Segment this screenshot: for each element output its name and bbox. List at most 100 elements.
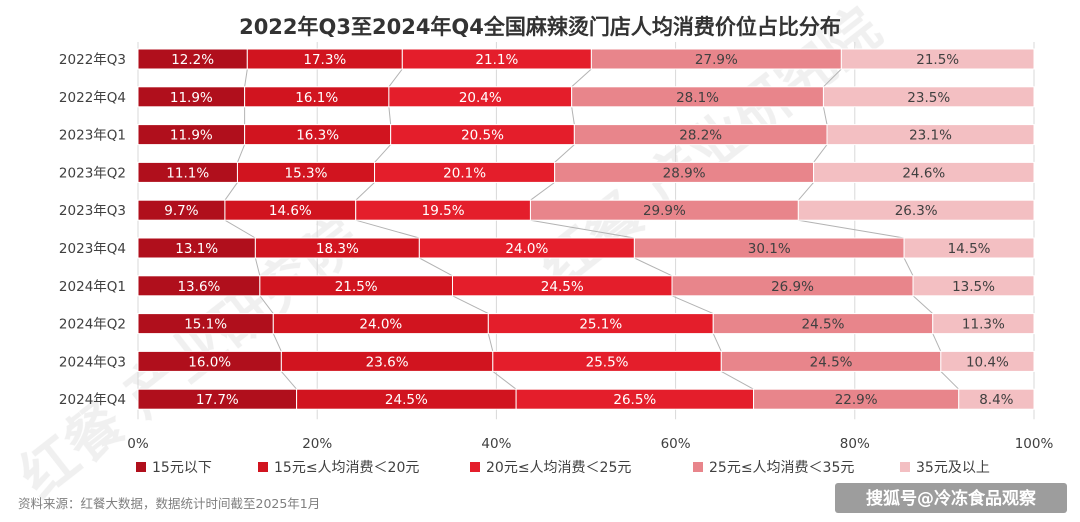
data-label: 18.3% — [316, 241, 359, 257]
bar-connector-lines — [224, 68, 960, 390]
data-label: 26.5% — [613, 392, 656, 408]
y-axis-category-labels: 2022年Q3 2022年Q4 2023年Q1 2023年Q2 2023年Q3 2023年… — [59, 52, 126, 408]
data-label: 24.0% — [505, 241, 548, 257]
connector-line — [419, 257, 453, 277]
data-label: 21.1% — [475, 52, 518, 68]
category-label: 2023年Q2 — [59, 165, 126, 181]
connector-line — [554, 144, 575, 163]
data-label: 25.1% — [579, 317, 622, 333]
connector-line — [822, 106, 828, 125]
connector-line — [797, 182, 814, 201]
data-label: 13.1% — [175, 241, 218, 257]
data-label: 14.5% — [948, 241, 991, 257]
data-label: 13.5% — [952, 279, 995, 295]
bar-segment — [903, 237, 1035, 259]
data-label: 20.5% — [461, 128, 504, 144]
legend-label: 35元及以上 — [916, 460, 990, 476]
bar-segments — [137, 48, 1035, 410]
data-label: 25.5% — [586, 354, 629, 370]
data-label: 28.1% — [676, 90, 719, 106]
data-label: 15.1% — [184, 317, 227, 333]
data-label: 24.5% — [810, 354, 853, 370]
connector-line — [571, 106, 575, 125]
connector-line — [259, 295, 274, 314]
data-label: 24.6% — [902, 165, 945, 181]
source-note: 资料来源：红餐大数据，数据统计时间截至2025年1月 — [18, 496, 320, 511]
category-label: 2022年Q3 — [59, 52, 126, 68]
connector-line — [452, 295, 489, 315]
connector-line — [912, 295, 934, 314]
bar-segment — [813, 161, 1035, 183]
data-label: 28.2% — [679, 128, 722, 144]
data-label: 21.5% — [335, 279, 378, 295]
legend-label: 25元≤人均消费＜35元 — [709, 460, 854, 476]
category-label: 2024年Q3 — [59, 354, 126, 370]
connector-line — [813, 144, 828, 163]
data-label: 21.5% — [916, 52, 959, 68]
data-label: 13.6% — [177, 279, 220, 295]
connector-line — [492, 371, 517, 390]
connector-line — [530, 181, 555, 201]
legend-swatch — [470, 462, 480, 472]
legend-swatch — [693, 462, 703, 472]
data-label: 12.2% — [171, 52, 214, 68]
data-label: 11.1% — [166, 165, 209, 181]
connector-line — [244, 68, 248, 87]
data-label: 19.5% — [422, 203, 465, 219]
data-label: 11.3% — [962, 317, 1005, 333]
category-label: 2024年Q2 — [59, 317, 126, 333]
bar-segment — [826, 124, 1035, 146]
legend-label: 15元≤人均消费＜20元 — [274, 460, 419, 476]
bar-segment — [932, 313, 1035, 335]
connector-line — [388, 106, 392, 125]
data-label: 24.5% — [541, 279, 584, 295]
data-label: 16.3% — [296, 128, 339, 144]
connector-line — [823, 68, 842, 88]
connector-line — [388, 68, 403, 88]
category-label: 2023年Q3 — [59, 203, 126, 219]
data-label: 30.1% — [748, 241, 791, 257]
x-tick-label: 20% — [302, 436, 332, 452]
connector-line — [487, 333, 494, 352]
data-label: 17.3% — [303, 52, 346, 68]
data-label: 10.4% — [966, 354, 1009, 370]
x-axis-tick-labels: 0% 20% 40% 60% 80% 100% — [127, 436, 1053, 452]
data-label: 17.7% — [196, 392, 239, 408]
data-label: 24.5% — [385, 392, 428, 408]
connector-line — [671, 295, 714, 315]
connector-line — [530, 219, 635, 239]
bar-segment — [912, 275, 1035, 297]
connector-line — [236, 144, 246, 163]
data-label: 28.9% — [663, 165, 706, 181]
connector-line — [932, 333, 942, 352]
category-label: 2023年Q1 — [59, 128, 126, 144]
connector-line — [355, 182, 375, 201]
x-tick-label: 100% — [1015, 436, 1054, 452]
data-label: 20.1% — [443, 165, 486, 181]
data-label: 8.4% — [979, 392, 1013, 408]
connector-line — [903, 257, 914, 277]
x-tick-label: 80% — [840, 436, 870, 452]
data-label: 22.9% — [835, 392, 878, 408]
connector-line — [280, 371, 297, 390]
legend: 15元以下 15元≤人均消费＜20元 20元≤人均消费＜25元 25元≤人均消费＜35… — [136, 460, 990, 476]
data-label: 24.5% — [802, 317, 845, 333]
chart-title: 2022年Q3至2024年Q4全国麻辣烫门店人均消费价位占比分布 — [239, 15, 841, 39]
data-label: 26.3% — [895, 203, 938, 219]
legend-swatch — [136, 462, 146, 472]
data-label: 14.6% — [269, 203, 312, 219]
bar-segment — [822, 86, 1035, 108]
connector-line — [571, 68, 592, 88]
data-label: 24.0% — [359, 317, 402, 333]
bar-segment — [958, 388, 1035, 410]
category-label: 2023年Q4 — [59, 241, 126, 257]
x-tick-label: 0% — [127, 436, 149, 452]
data-label: 26.9% — [771, 279, 814, 295]
data-label: 11.9% — [170, 90, 213, 106]
connector-line — [634, 257, 673, 277]
data-label: 23.5% — [907, 90, 950, 106]
bar-segment — [797, 199, 1035, 221]
bar-segment — [840, 48, 1035, 70]
data-label: 15.3% — [285, 165, 328, 181]
